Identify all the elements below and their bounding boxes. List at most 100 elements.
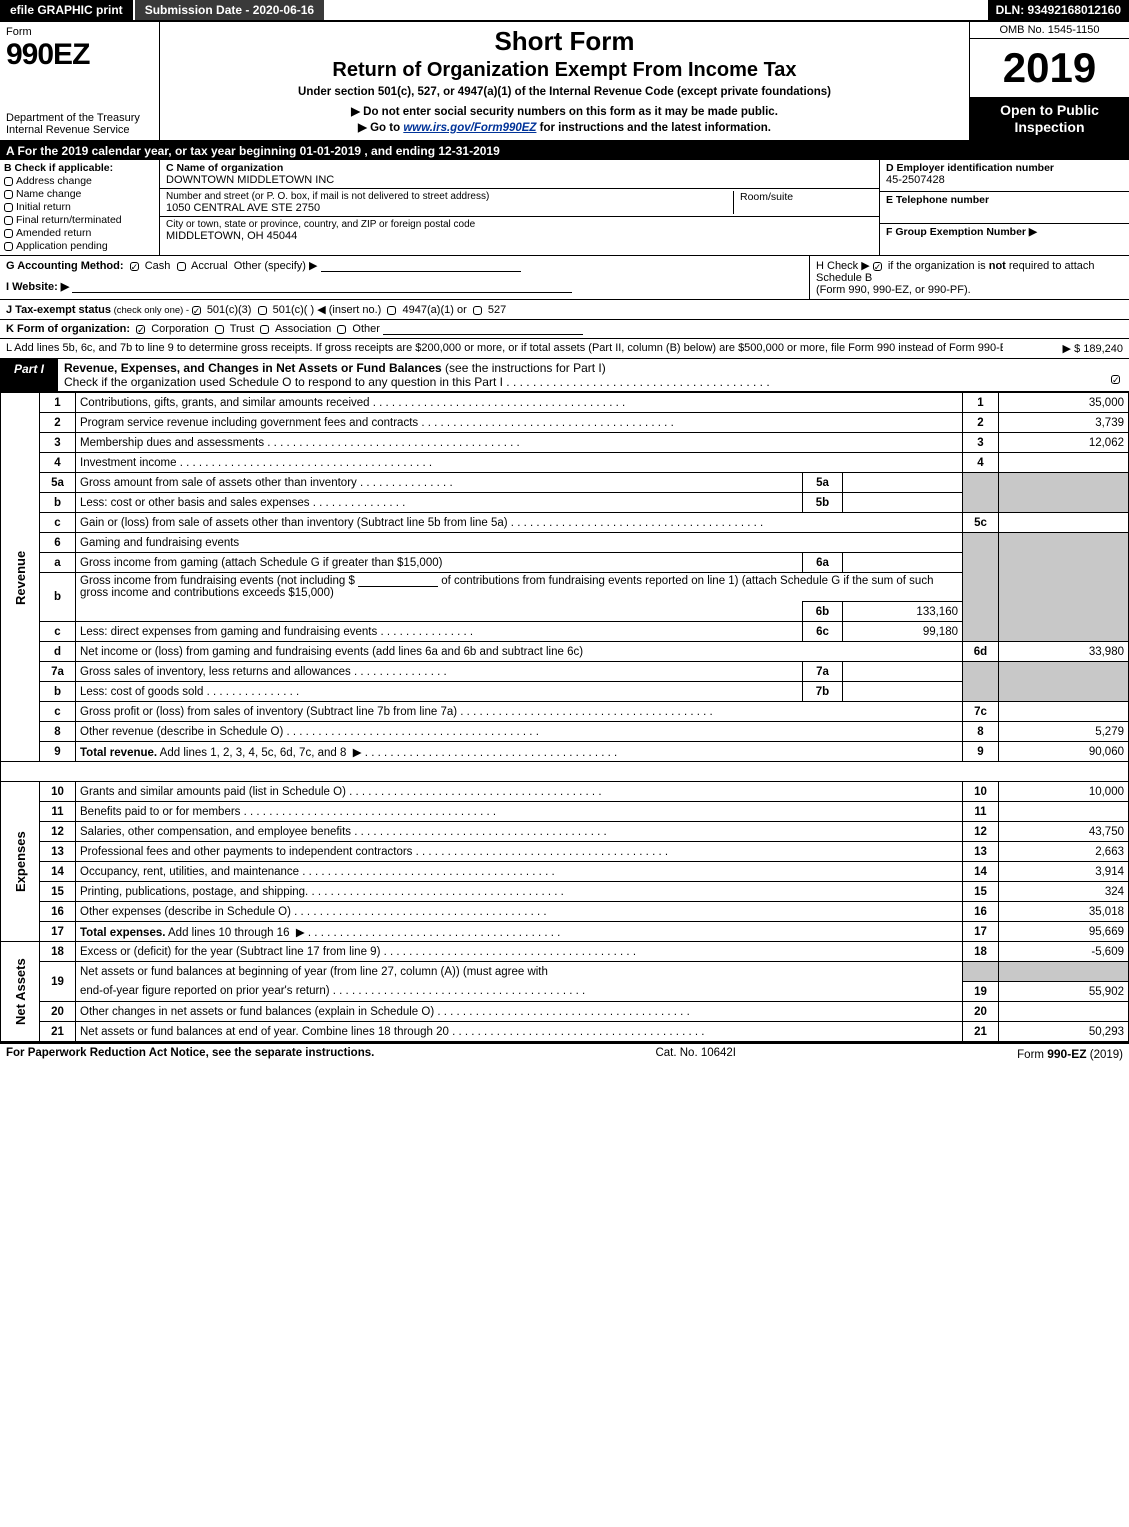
under-section: Under section 501(c), 527, or 4947(a)(1)…: [168, 86, 961, 98]
line-5a-no: 5a: [40, 473, 76, 493]
table-row: b Less: cost of goods sold 7b: [1, 682, 1129, 702]
line-16-no: 16: [40, 902, 76, 922]
line-12-amt: 43,750: [999, 822, 1129, 842]
cb-501c3[interactable]: [192, 306, 201, 315]
cb-cash-label: Cash: [145, 260, 171, 272]
cb-address-change[interactable]: [4, 177, 13, 186]
line-19-desc2: end-of-year figure reported on prior yea…: [76, 982, 963, 1002]
sidelabel-netassets: Net Assets: [1, 942, 40, 1042]
header-left: Form 990EZ Department of the Treasury In…: [0, 22, 160, 140]
efile-print-button[interactable]: efile GRAPHIC print: [0, 0, 135, 20]
line-8-amt: 5,279: [999, 722, 1129, 742]
line-8-desc: Other revenue (describe in Schedule O): [76, 722, 963, 742]
table-row: 11 Benefits paid to or for members 11: [1, 802, 1129, 822]
cb-501c[interactable]: [258, 306, 267, 315]
cb-final-return[interactable]: [4, 216, 13, 225]
line-12-no: 12: [40, 822, 76, 842]
line-21-amt: 50,293: [999, 1022, 1129, 1042]
table-row: 21 Net assets or fund balances at end of…: [1, 1022, 1129, 1042]
line-10-desc: Grants and similar amounts paid (list in…: [76, 782, 963, 802]
line-4-num: 4: [963, 453, 999, 473]
cb-4947[interactable]: [387, 306, 396, 315]
ein-value: 45-2507428: [886, 174, 1123, 186]
other-org-input[interactable]: [383, 323, 583, 335]
line-15-no: 15: [40, 882, 76, 902]
cb-initial-return-label: Initial return: [16, 201, 71, 213]
cb-other-org[interactable]: [337, 325, 346, 334]
cb-initial-return[interactable]: [4, 203, 13, 212]
row-h-text2: if the organization is: [885, 260, 989, 272]
line-10-amt: 10,000: [999, 782, 1129, 802]
cb-corporation-label: Corporation: [151, 323, 208, 335]
section-b: B Check if applicable: Address change Na…: [0, 160, 160, 255]
cb-association[interactable]: [260, 325, 269, 334]
lines-table: Revenue 1 Contributions, gifts, grants, …: [0, 392, 1129, 1042]
section-def: D Employer identification number 45-2507…: [879, 160, 1129, 255]
form-of-org-label: K Form of organization:: [6, 323, 130, 335]
cb-name-change-label: Name change: [16, 188, 81, 200]
dln-label: DLN: 93492168012160: [988, 0, 1129, 20]
section-b-label: B Check if applicable:: [4, 162, 155, 174]
shade-19: [963, 962, 999, 982]
goto-post: for instructions and the latest informat…: [536, 122, 771, 134]
cb-name-change[interactable]: [4, 190, 13, 199]
header-right: OMB No. 1545-1150 2019 Open to Public In…: [969, 22, 1129, 140]
form-word: Form: [6, 26, 153, 38]
part1-title-paren: (see the instructions for Part I): [442, 361, 606, 375]
line-7b-desc: Less: cost of goods sold: [76, 682, 803, 702]
cb-4947-label: 4947(a)(1) or: [403, 304, 467, 316]
cb-association-label: Association: [275, 323, 331, 335]
line-6c-subval: 99,180: [843, 622, 963, 642]
website-input[interactable]: [72, 281, 572, 293]
cb-amended-return[interactable]: [4, 229, 13, 238]
part1-tab: Part I: [0, 359, 58, 391]
cb-cash[interactable]: [130, 262, 139, 271]
line-5b-subval: [843, 493, 963, 513]
line-9-no: 9: [40, 742, 76, 762]
line-5c-amt: [999, 513, 1129, 533]
line-13-amt: 2,663: [999, 842, 1129, 862]
cb-accrual[interactable]: [177, 262, 186, 271]
return-title: Return of Organization Exempt From Incom…: [168, 59, 961, 82]
cb-schedule-b-not-required[interactable]: [873, 262, 882, 271]
table-row: c Less: direct expenses from gaming and …: [1, 622, 1129, 642]
line-7c-no: c: [40, 702, 76, 722]
row-l: L Add lines 5b, 6c, and 7b to line 9 to …: [0, 339, 1129, 359]
line-7c-num: 7c: [963, 702, 999, 722]
line-17-num: 17: [963, 922, 999, 942]
goto-link[interactable]: www.irs.gov/Form990EZ: [403, 122, 536, 134]
line-17-amt: 95,669: [999, 922, 1129, 942]
cb-trust[interactable]: [215, 325, 224, 334]
table-row: 12 Salaries, other compensation, and emp…: [1, 822, 1129, 842]
line-6c-sublbl: 6c: [803, 622, 843, 642]
line-17-desc: Total expenses. Add lines 10 through 16 …: [76, 922, 963, 942]
table-row: 14 Occupancy, rent, utilities, and maint…: [1, 862, 1129, 882]
line-19-num: 19: [963, 982, 999, 1002]
line-5a-sublbl: 5a: [803, 473, 843, 493]
line-1-desc: Contributions, gifts, grants, and simila…: [76, 393, 963, 413]
line-10-num: 10: [963, 782, 999, 802]
line-3-num: 3: [963, 433, 999, 453]
cb-application-pending[interactable]: [4, 242, 13, 251]
table-row: c Gain or (loss) from sale of assets oth…: [1, 513, 1129, 533]
line-19-no: 19: [40, 962, 76, 1002]
table-row: d Net income or (loss) from gaming and f…: [1, 642, 1129, 662]
line-6b-blank[interactable]: [358, 575, 438, 587]
line-19-amt: 55,902: [999, 982, 1129, 1002]
table-row: 19 Net assets or fund balances at beginn…: [1, 962, 1129, 982]
cb-corporation[interactable]: [136, 325, 145, 334]
cb-527[interactable]: [473, 306, 482, 315]
line-6d-amt: 33,980: [999, 642, 1129, 662]
shade-5-amt: [999, 473, 1129, 513]
row-l-amount: ▶ $ 189,240: [1003, 342, 1123, 355]
row-g: G Accounting Method: Cash Accrual Other …: [0, 256, 809, 299]
line-7c-desc: Gross profit or (loss) from sales of inv…: [76, 702, 963, 722]
cb-schedule-o-used[interactable]: [1111, 375, 1120, 384]
line-18-amt: -5,609: [999, 942, 1129, 962]
line-5c-num: 5c: [963, 513, 999, 533]
line-8-num: 8: [963, 722, 999, 742]
city-label: City or town, state or province, country…: [166, 219, 475, 230]
line-7b-sublbl: 7b: [803, 682, 843, 702]
line-2-num: 2: [963, 413, 999, 433]
other-specify-input[interactable]: [321, 260, 521, 272]
